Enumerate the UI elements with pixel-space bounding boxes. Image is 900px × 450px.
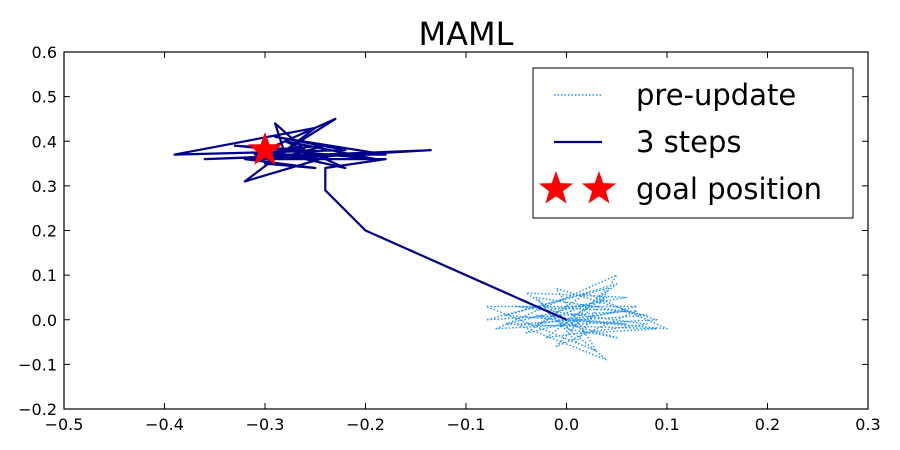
y-tick-label: 0.0 — [32, 311, 57, 330]
series-layer — [173, 117, 668, 361]
x-tick-label: −0.2 — [346, 415, 385, 434]
goal-position-star-icon — [247, 131, 283, 165]
ticks-layer: −0.5 −0.4 −0.3 −0.2 −0.1 0.0 0.1 0.2 0.3 −0.2 −0.1… — [18, 43, 881, 434]
chart-title: MAML — [419, 15, 514, 53]
x-tick-label: 0.1 — [654, 415, 679, 434]
y-tick-label: 0.2 — [32, 222, 57, 241]
y-tick-label: 0.3 — [32, 177, 57, 196]
x-tick-label: 0.0 — [554, 415, 579, 434]
x-tick-label: −0.3 — [246, 415, 285, 434]
x-tick-label: 0.2 — [755, 415, 780, 434]
y-tick-label: 0.5 — [32, 88, 57, 107]
y-tick-label: −0.1 — [18, 355, 57, 374]
legend-star-icon — [538, 171, 574, 204]
legend-label-3-steps: 3 steps — [636, 125, 742, 159]
x-tick-label: 0.3 — [855, 415, 880, 434]
x-tick-label: −0.5 — [45, 415, 84, 434]
legend: pre-update 3 steps goal position — [532, 67, 854, 219]
legend-label-goal-position: goal position — [636, 172, 822, 206]
y-tick-label: −0.2 — [18, 400, 57, 419]
x-tick-label: −0.1 — [447, 415, 486, 434]
series-pre-update-line — [485, 274, 668, 361]
y-tick-label: 0.4 — [32, 132, 57, 151]
legend-star-icon — [581, 171, 617, 204]
series-3-steps-line — [173, 117, 567, 321]
y-tick-label: 0.1 — [32, 266, 57, 285]
y-tick-label: 0.6 — [32, 43, 57, 62]
legend-label-pre-update: pre-update — [636, 78, 796, 112]
x-tick-label: −0.4 — [145, 415, 184, 434]
